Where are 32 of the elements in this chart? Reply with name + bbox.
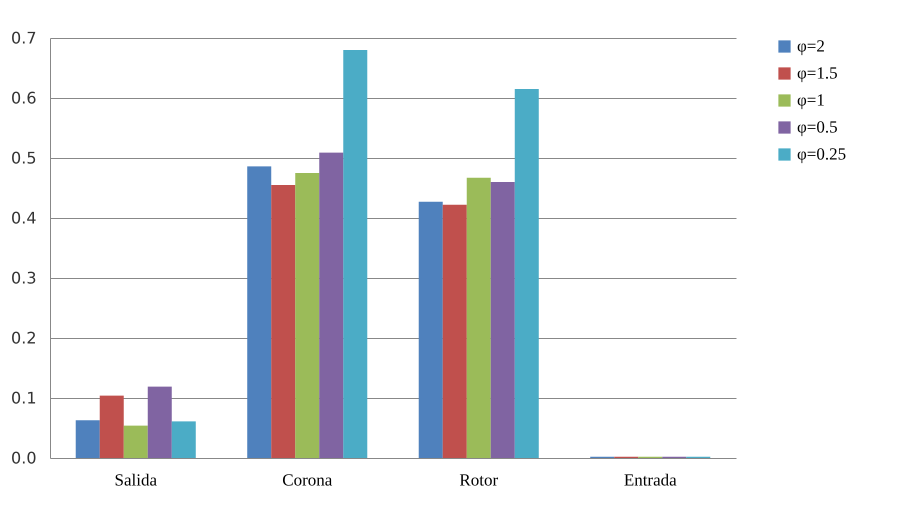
bar [271,185,296,458]
bar [148,386,172,458]
y-tick-label: 0.6 [11,88,36,108]
bar [124,426,148,458]
bar [514,89,539,458]
legend-label: φ=1.5 [797,64,838,82]
bar [490,182,515,458]
bar [247,166,272,458]
bar [295,173,320,458]
x-tick-label: Corona [282,470,333,490]
x-tick-label: Rotor [459,470,498,490]
y-tick-label: 0.7 [11,28,36,48]
bar [319,152,344,458]
legend-label: φ=1 [797,90,825,110]
bar [76,420,100,458]
y-tick-label: 0.0 [11,448,36,468]
legend-label: φ=2 [797,36,825,56]
x-tick-label: Entrada [624,470,678,490]
x-tick-label: Salida [114,470,158,490]
legend-label: φ=0.5 [797,118,838,136]
bar [418,202,443,458]
y-tick-label: 0.4 [11,208,36,228]
y-tick-label: 0.5 [11,148,36,168]
y-tick-label: 0.1 [11,388,36,408]
bar [343,50,368,458]
bar [442,204,467,458]
legend-label: φ=0.25 [797,144,846,164]
bar [172,421,196,458]
y-tick-label: 0.3 [11,268,36,288]
y-tick-label: 0.2 [11,328,36,348]
bar [100,396,124,458]
bar [466,178,491,458]
